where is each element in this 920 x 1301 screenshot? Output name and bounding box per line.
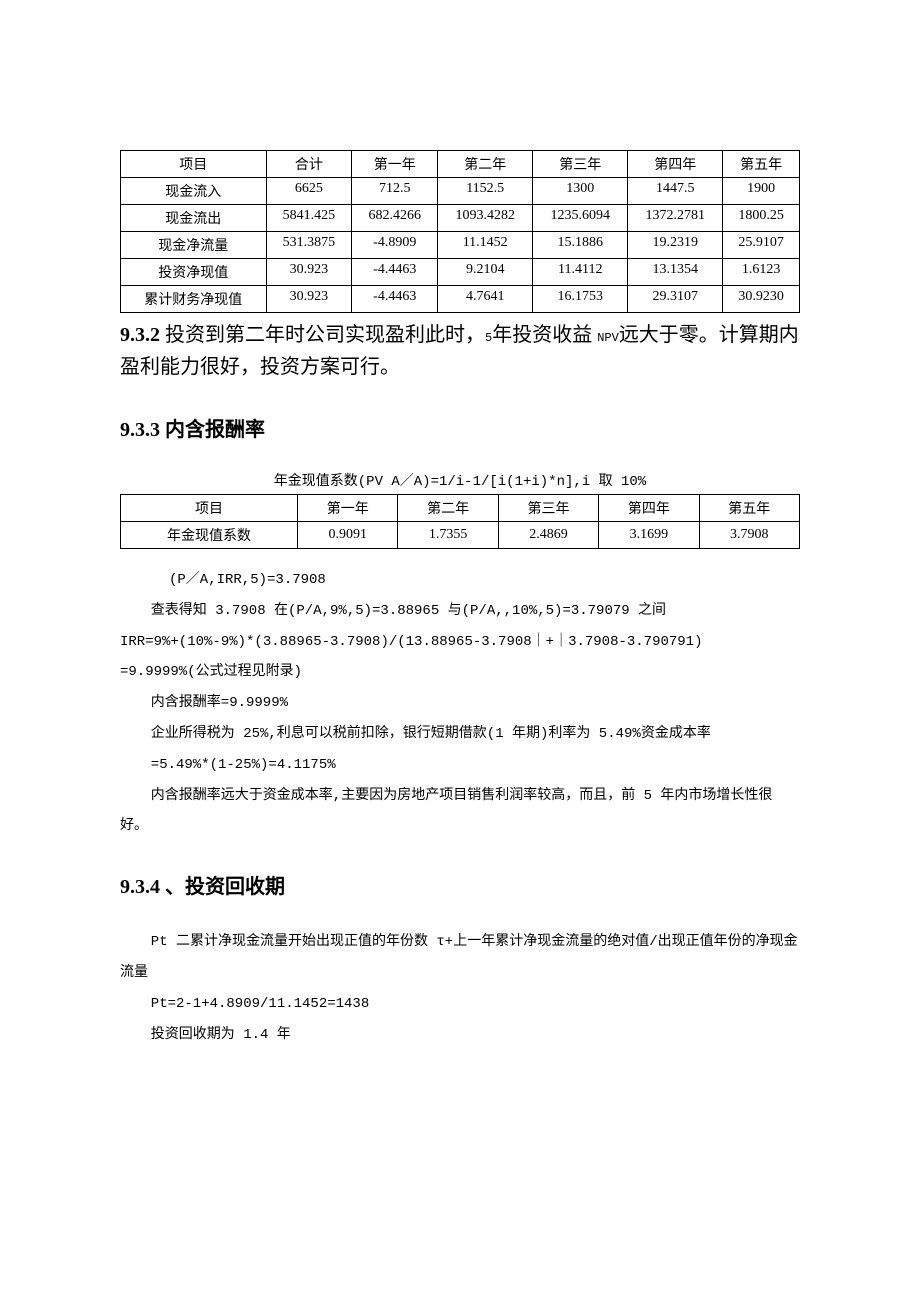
- body-line: =5.49%*(1-25%)=4.1175%: [120, 750, 800, 781]
- table-row: 现金流出 5841.425 682.4266 1093.4282 1235.60…: [121, 205, 800, 232]
- section-title-933: 内含报酬率: [160, 419, 265, 441]
- body-933: (P／A,IRR,5)=3.7908 查表得知 3.7908 在(P/A,9%,…: [120, 565, 800, 842]
- heading-934: 9.3.4 、投资回收期: [120, 870, 800, 899]
- body-line: Pt=2-1+4.8909/11.1452=1438: [120, 989, 800, 1020]
- body-line: 企业所得税为 25%,利息可以税前扣除，银行短期借款(1 年期)利率为 5.49…: [120, 719, 800, 750]
- body-line: 投资回收期为 1.4 年: [120, 1020, 800, 1051]
- section-number-933: 9.3.3: [120, 419, 160, 441]
- body-line: 内含报酬率=9.9999%: [120, 688, 800, 719]
- th-project: 项目: [121, 151, 267, 178]
- npv-label: NPV: [597, 331, 619, 345]
- body-line: IRR=9%+(10%-9%)*(3.88965-3.7908)/(13.889…: [120, 627, 800, 658]
- th-y4: 第四年: [628, 151, 723, 178]
- table-row: 累计财务净现值 30.923 -4.4463 4.7641 16.1753 29…: [121, 286, 800, 313]
- table-header-row: 项目 合计 第一年 第二年 第三年 第四年 第五年: [121, 151, 800, 178]
- body-line: =9.9999%(公式过程见附录): [120, 657, 800, 688]
- body-934: Pt 二累计净现金流量开始出现正值的年份数 τ+上一年累计净现金流量的绝对值/出…: [120, 927, 800, 1050]
- section-number-932: 9.3.2: [120, 324, 160, 346]
- body-line: 查表得知 3.7908 在(P/A,9%,5)=3.88965 与(P/A,,1…: [120, 596, 800, 627]
- body-line: Pt 二累计净现金流量开始出现正值的年份数 τ+上一年累计净现金流量的绝对值/出…: [120, 927, 800, 989]
- th-total: 合计: [266, 151, 352, 178]
- para932-text-a: 投资到第二年时公司实现盈利此时，: [160, 324, 485, 346]
- body-line: 内含报酬率远大于资金成本率,主要因为房地产项目销售利润率较高，而且，前 5 年内…: [120, 781, 800, 843]
- th-y3: 第三年: [533, 151, 628, 178]
- annuity-table: 项目 第一年 第二年 第三年 第四年 第五年 年金现值系数 0.9091 1.7…: [120, 494, 800, 549]
- cashflow-table: 项目 合计 第一年 第二年 第三年 第四年 第五年 现金流入 6625 712.…: [120, 150, 800, 313]
- table-header-row: 项目 第一年 第二年 第三年 第四年 第五年: [121, 495, 800, 522]
- paragraph-932: 9.3.2 投资到第二年时公司实现盈利此时，5年投资收益 NPV远大于零。计算期…: [120, 319, 800, 383]
- section-title-934: 、投资回收期: [160, 876, 285, 898]
- th-y2: 第二年: [438, 151, 533, 178]
- section-number-934: 9.3.4: [120, 876, 160, 898]
- table-row: 投资净现值 30.923 -4.4463 9.2104 11.4112 13.1…: [121, 259, 800, 286]
- document-page: 项目 合计 第一年 第二年 第三年 第四年 第五年 现金流入 6625 712.…: [0, 0, 920, 1301]
- annuity-caption: 年金现值系数(PV A／A)=1/i-1/[i(1+i)*n],i 取 10%: [120, 470, 800, 490]
- body-line: (P／A,IRR,5)=3.7908: [120, 565, 800, 596]
- para932-text-b: 年投资收益: [492, 324, 597, 346]
- heading-933: 9.3.3 内含报酬率: [120, 413, 800, 442]
- table-row: 现金流入 6625 712.5 1152.5 1300 1447.5 1900: [121, 178, 800, 205]
- table-row: 现金净流量 531.3875 -4.8909 11.1452 15.1886 1…: [121, 232, 800, 259]
- table-row: 年金现值系数 0.9091 1.7355 2.4869 3.1699 3.790…: [121, 522, 800, 549]
- th-y1: 第一年: [352, 151, 438, 178]
- th-y5: 第五年: [723, 151, 800, 178]
